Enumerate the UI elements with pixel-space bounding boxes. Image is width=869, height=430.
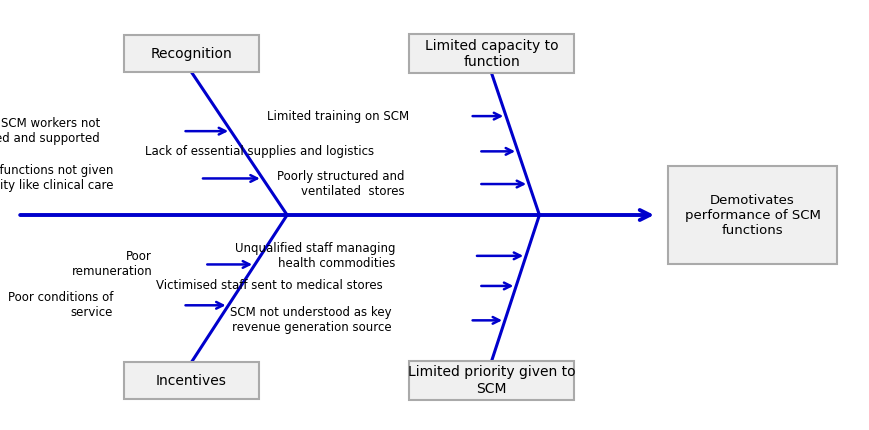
Text: SCM functions not given
priority like clinical care: SCM functions not given priority like cl… — [0, 164, 113, 193]
Text: SCM not understood as key
revenue generation source: SCM not understood as key revenue genera… — [229, 306, 391, 335]
FancyBboxPatch shape — [124, 36, 259, 72]
Text: Victimised staff sent to medical stores: Victimised staff sent to medical stores — [156, 280, 382, 292]
FancyBboxPatch shape — [408, 34, 574, 73]
FancyBboxPatch shape — [667, 166, 836, 264]
Text: Lack of essential supplies and logistics: Lack of essential supplies and logistics — [145, 145, 374, 158]
FancyBboxPatch shape — [408, 361, 574, 400]
Text: Recognition: Recognition — [150, 47, 232, 61]
Text: Demotivates
performance of SCM
functions: Demotivates performance of SCM functions — [684, 194, 819, 236]
Text: Poorly structured and
ventilated  stores: Poorly structured and ventilated stores — [276, 170, 404, 198]
Text: Poor
remuneration: Poor remuneration — [71, 250, 152, 279]
Text: Limited capacity to
function: Limited capacity to function — [424, 39, 558, 69]
Text: Incentives: Incentives — [156, 374, 227, 387]
Text: Unqualified staff managing
health commodities: Unqualified staff managing health commod… — [235, 242, 395, 270]
Text: Limited priority given to
SCM: Limited priority given to SCM — [408, 366, 574, 396]
Text: SCM workers not
recognised and supported: SCM workers not recognised and supported — [0, 117, 100, 145]
FancyBboxPatch shape — [124, 362, 259, 399]
Text: Poor conditions of
service: Poor conditions of service — [8, 291, 113, 319]
Text: Limited training on SCM: Limited training on SCM — [267, 110, 408, 123]
